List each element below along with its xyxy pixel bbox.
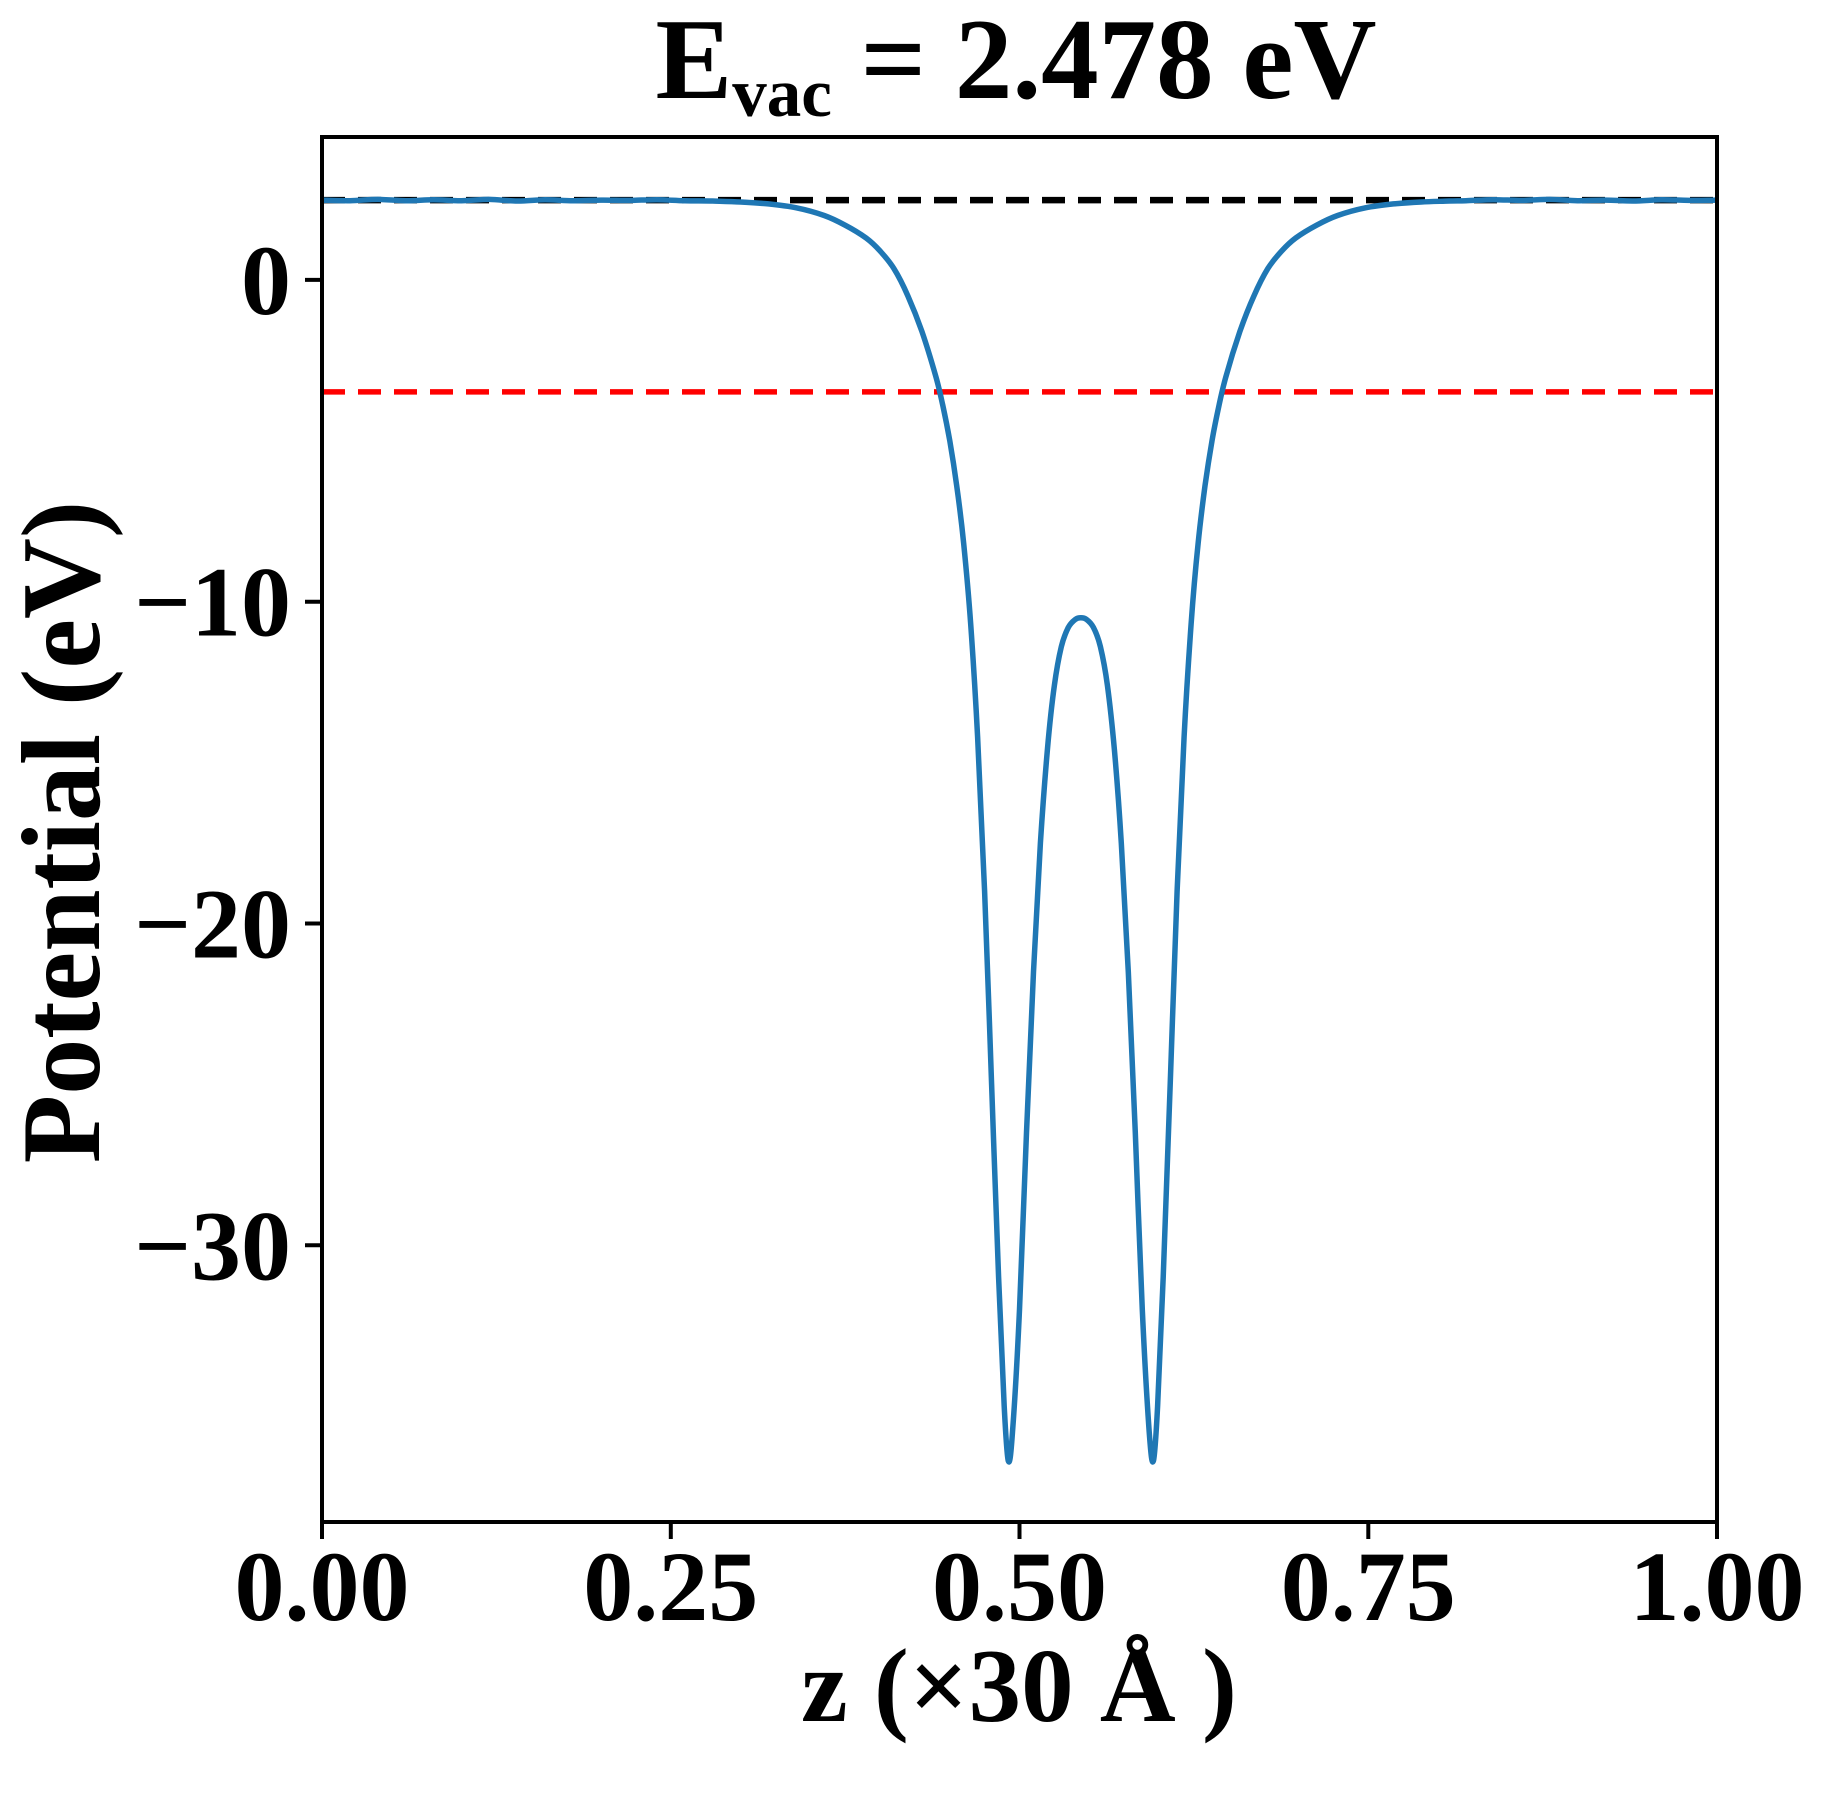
x-tick-label: 0.25 [583, 1531, 758, 1642]
title-subscript: vac [732, 54, 832, 131]
chart-title: Evac = 2.478 eV [656, 2, 1377, 127]
title-symbol: E [655, 0, 733, 123]
x-tick-label: 0.00 [235, 1531, 410, 1642]
y-axis-label: Potential (eV) [0, 500, 124, 1164]
x-tick-label: 0.50 [932, 1531, 1107, 1642]
x-tick-label: 1.00 [1630, 1531, 1805, 1642]
y-tick-label: −30 [134, 1190, 291, 1301]
title-value: = 2.478 eV [831, 0, 1377, 123]
y-tick-label: −20 [134, 869, 291, 980]
x-tick-label: 0.75 [1281, 1531, 1456, 1642]
potential-curve [321, 196, 1718, 1465]
x-axis-label: z (×30 Å ) [801, 1627, 1237, 1744]
y-tick-label: 0 [241, 225, 291, 336]
y-tick-label: −10 [134, 547, 291, 658]
